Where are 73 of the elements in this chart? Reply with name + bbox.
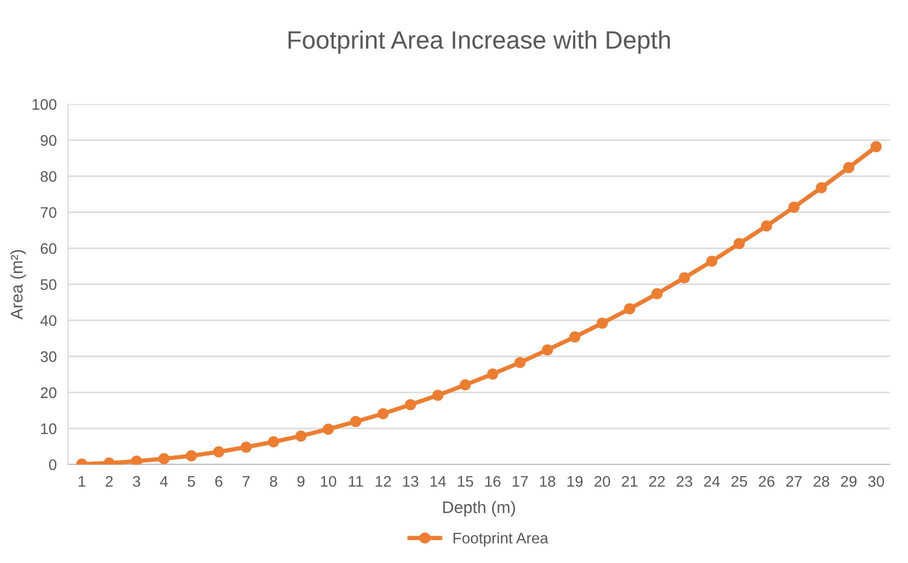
x-tick-label: 10 <box>320 476 336 487</box>
x-tick-label: 5 <box>188 476 195 487</box>
point <box>734 238 745 250</box>
y-tick-label: 50 <box>40 279 56 290</box>
point <box>624 303 636 314</box>
x-tick-label: 19 <box>568 476 583 487</box>
y-tick-label: 80 <box>40 171 56 182</box>
point <box>788 202 800 213</box>
y-tick-label: 20 <box>40 387 56 398</box>
x-tick-label: 3 <box>132 476 140 487</box>
point <box>843 162 854 174</box>
x-tick-label: 7 <box>242 476 250 487</box>
point <box>268 436 280 448</box>
point <box>432 390 444 401</box>
y-tick-label: 70 <box>40 207 56 218</box>
x-tick-label: 17 <box>512 476 528 487</box>
x-tick-label: 6 <box>215 476 222 487</box>
point <box>213 446 224 458</box>
point <box>404 399 416 410</box>
point <box>651 288 663 300</box>
point <box>569 331 580 342</box>
y-tick-label: 90 <box>40 135 56 146</box>
point <box>596 318 608 329</box>
legend-label: Footprint Area <box>454 532 548 547</box>
x-tick-label: 14 <box>430 476 446 487</box>
y-tick-label: 10 <box>41 423 56 434</box>
point <box>158 453 170 464</box>
x-tick-label: 26 <box>758 476 774 487</box>
x-tick-label: 27 <box>786 476 802 487</box>
x-tick-label: 23 <box>676 476 692 487</box>
point <box>295 430 306 442</box>
x-tick-label: 4 <box>160 476 168 487</box>
point <box>678 272 690 284</box>
x-tick-label: 8 <box>270 476 278 487</box>
point <box>131 456 142 464</box>
x-tick-label: 2 <box>106 476 113 487</box>
x-tick-label: 9 <box>297 476 304 487</box>
y-tick-label: 40 <box>40 315 56 326</box>
y-tick-label: 60 <box>40 243 56 254</box>
point <box>186 450 197 462</box>
point <box>870 141 882 152</box>
x-tick-label: 11 <box>348 476 363 487</box>
x-tick-label: 25 <box>731 476 748 487</box>
point <box>350 416 362 428</box>
x-tick-label: 30 <box>868 476 884 487</box>
x-tick-label: 24 <box>704 476 720 487</box>
x-tick-label: 13 <box>403 476 418 487</box>
x-axis-title: Depth (m) <box>443 500 515 516</box>
x-tick-label: 21 <box>622 476 638 487</box>
chart-title: Footprint Area Increase with Depth <box>288 30 670 54</box>
point <box>761 220 772 232</box>
x-tick-label: 16 <box>485 476 500 487</box>
point <box>816 182 827 194</box>
point <box>514 356 526 368</box>
x-tick-label: 22 <box>649 476 665 487</box>
point <box>460 379 471 390</box>
point <box>487 368 498 380</box>
y-tick-label: 100 <box>32 99 56 110</box>
y-tick-label: 0 <box>49 459 56 470</box>
point <box>322 424 334 435</box>
x-tick-label: 15 <box>458 476 474 487</box>
point <box>378 408 389 420</box>
point <box>706 256 718 267</box>
x-tick-label: 1 <box>78 476 86 487</box>
x-tick-label: 20 <box>594 476 610 487</box>
point <box>542 344 554 356</box>
x-tick-label: 18 <box>540 476 556 487</box>
x-tick-label: 29 <box>841 476 857 487</box>
point <box>240 442 252 453</box>
x-tick-label: 12 <box>376 476 391 487</box>
x-tick-label: 28 <box>814 476 830 487</box>
y-axis-title: Area (m²) <box>10 250 26 320</box>
y-tick-label: 30 <box>40 351 56 362</box>
